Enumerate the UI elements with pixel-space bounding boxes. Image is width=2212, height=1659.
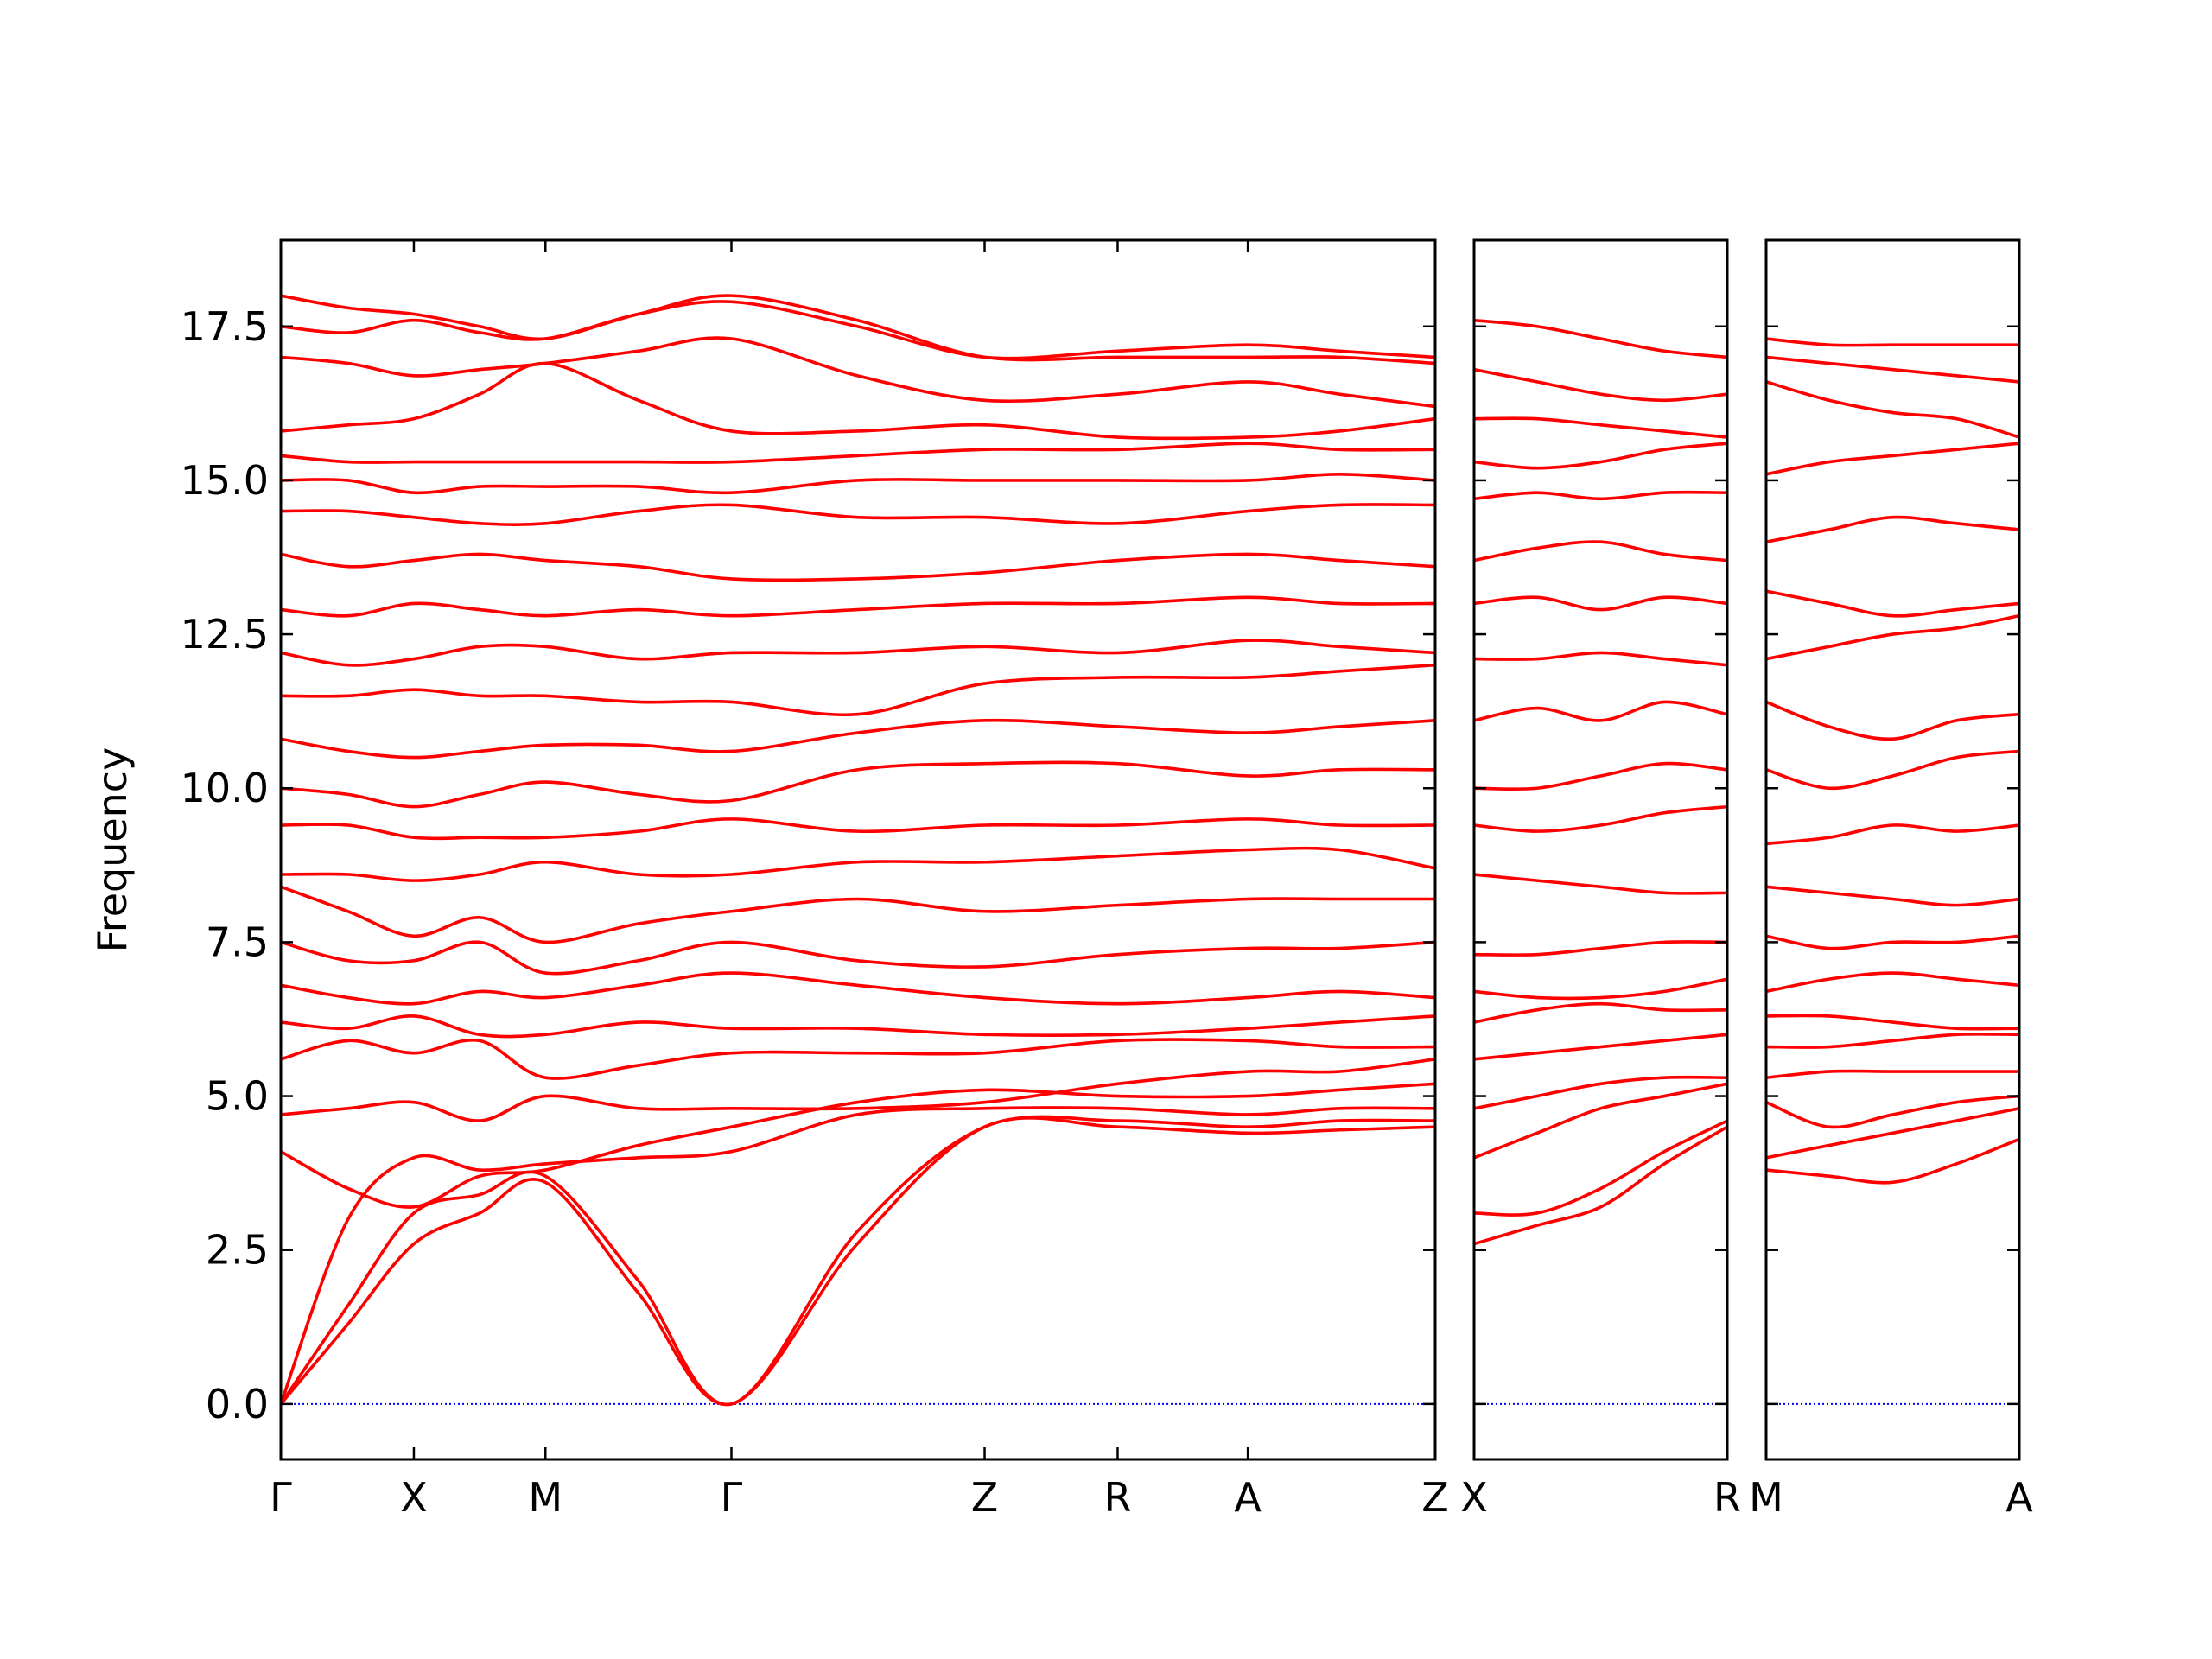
band-line xyxy=(281,663,1435,717)
band-line xyxy=(281,1014,1435,1039)
bands xyxy=(1474,318,1727,1246)
band-line xyxy=(1474,1001,1727,1024)
band-line xyxy=(1474,940,1727,957)
band-line xyxy=(281,940,1435,976)
x-tick-label: Z xyxy=(1421,1474,1449,1521)
band-line xyxy=(281,1115,1435,1407)
band-line xyxy=(1766,380,2019,439)
band-line xyxy=(281,718,1435,760)
band-line xyxy=(281,442,1435,464)
band-line xyxy=(1766,1137,2019,1185)
plot-area xyxy=(1766,337,2019,1405)
band-line xyxy=(281,1058,1435,1122)
band-line xyxy=(1474,977,1727,1001)
band-line xyxy=(281,846,1435,882)
band-line xyxy=(281,817,1435,841)
y-axis-label: Frequency xyxy=(89,747,136,953)
band-line xyxy=(281,336,1435,409)
band-line xyxy=(1474,700,1727,722)
plot-area xyxy=(281,294,1435,1407)
band-line xyxy=(1474,367,1727,403)
band-line xyxy=(1766,934,2019,950)
band-line xyxy=(1766,749,2019,791)
band-line xyxy=(1474,1082,1727,1160)
band-line xyxy=(281,971,1435,1006)
band-line xyxy=(281,1082,1435,1209)
band-line xyxy=(281,1038,1435,1080)
band-line xyxy=(1766,823,2019,846)
x-tick-label: X xyxy=(400,1474,428,1521)
band-line xyxy=(281,639,1435,667)
x-tick-label: Z xyxy=(971,1474,999,1521)
x-tick-label: M xyxy=(528,1474,563,1521)
band-line xyxy=(1766,337,2019,347)
band-line xyxy=(1766,971,2019,994)
y-tick-label: 5.0 xyxy=(206,1073,269,1120)
x-tick-label: R xyxy=(1103,1474,1131,1521)
bands xyxy=(1766,337,2019,1185)
y-tick-label: 12.5 xyxy=(181,611,269,658)
band-line xyxy=(1766,1032,2019,1049)
band-line xyxy=(1766,1094,2019,1129)
band-line xyxy=(281,361,1435,441)
band-line xyxy=(1474,490,1727,501)
band-line xyxy=(1766,1069,2019,1079)
band-line xyxy=(281,595,1435,618)
band-line xyxy=(1474,1119,1727,1217)
band-line xyxy=(281,760,1435,809)
band-line xyxy=(1474,416,1727,439)
y-tick-label: 2.5 xyxy=(206,1227,269,1274)
band-line xyxy=(1766,589,2019,618)
axes-frame xyxy=(1472,238,1729,1461)
band-line xyxy=(1474,1125,1727,1246)
band-line xyxy=(1474,651,1727,667)
band-line xyxy=(1766,700,2019,741)
band-line xyxy=(281,1106,1435,1405)
band-line xyxy=(1766,442,2019,476)
band-line xyxy=(1766,1014,2019,1031)
band-line xyxy=(1474,595,1727,612)
y-tick-label: 15.0 xyxy=(181,457,269,504)
band-line xyxy=(1766,355,2019,384)
band-line xyxy=(1474,1033,1727,1061)
band-line xyxy=(1766,515,2019,543)
band-line xyxy=(281,472,1435,495)
band-line xyxy=(1474,318,1727,359)
y-tick-label: 17.5 xyxy=(181,303,269,350)
y-tick-label: 10.0 xyxy=(181,765,269,811)
band-line xyxy=(1766,885,2019,907)
band-line xyxy=(1766,1107,2019,1160)
band-line xyxy=(281,885,1435,944)
band-line xyxy=(281,552,1435,582)
band-line xyxy=(1474,442,1727,470)
band-line xyxy=(1474,761,1727,791)
band-line xyxy=(281,503,1435,526)
x-tick-label: Γ xyxy=(721,1474,743,1521)
x-tick-label: A xyxy=(1234,1474,1262,1521)
x-tick-label: R xyxy=(1713,1474,1741,1521)
x-tick-label: M xyxy=(1749,1474,1783,1521)
axes-frame xyxy=(1764,238,2021,1461)
band-line xyxy=(281,294,1435,365)
band-line xyxy=(1474,1075,1727,1110)
band-line xyxy=(1474,804,1727,833)
x-tick-label: A xyxy=(2005,1474,2033,1521)
x-tick-label: X xyxy=(1460,1474,1488,1521)
axes-frame xyxy=(279,238,1437,1461)
plot-area xyxy=(1474,318,1727,1405)
band-line xyxy=(1474,540,1727,563)
band-line xyxy=(281,300,1435,360)
bands xyxy=(281,294,1435,1407)
x-tick-label: Γ xyxy=(270,1474,292,1521)
y-tick-label: 0.0 xyxy=(206,1381,269,1427)
band-line xyxy=(1766,613,2019,661)
y-tick-label: 7.5 xyxy=(206,918,269,965)
band-line xyxy=(1474,873,1727,895)
